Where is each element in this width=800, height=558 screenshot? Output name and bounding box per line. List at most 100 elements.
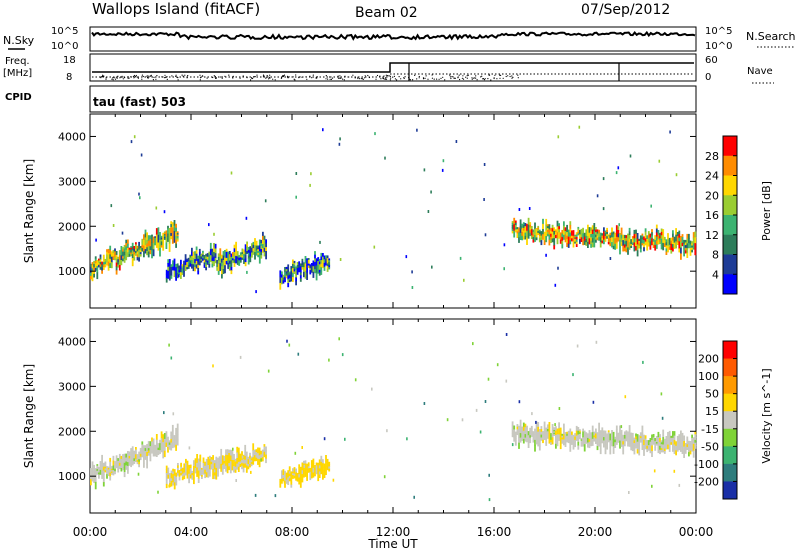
echo-cell (554, 283, 557, 287)
echo-cell (93, 472, 95, 476)
nave-dot (475, 75, 477, 77)
echo-cell (647, 448, 650, 451)
echo-cell (567, 434, 570, 438)
echo-cell (130, 454, 132, 461)
echo-cell (534, 445, 536, 452)
echo-cell (652, 434, 655, 438)
echo-cell (204, 469, 206, 475)
echo-cell (304, 263, 307, 272)
echo-cell (326, 258, 329, 262)
echo-cell (122, 256, 124, 259)
echo-cell (143, 445, 145, 451)
echo-cell (550, 442, 552, 445)
echo-cell (295, 273, 297, 278)
echo-cell (186, 472, 189, 479)
echo-cell (675, 173, 678, 177)
echo-cell (538, 429, 541, 434)
echo-cell (636, 238, 639, 245)
echo-cell (239, 464, 242, 468)
echo-cell (603, 443, 605, 448)
echo-cell (165, 273, 168, 279)
echo-cell (531, 412, 533, 416)
echo-cell (596, 442, 599, 447)
echo-cell (636, 441, 639, 446)
echo-cell (563, 230, 565, 236)
echo-cell (561, 433, 564, 437)
nave-dot (114, 78, 117, 80)
echo-cell (257, 251, 260, 254)
echo-cell (518, 437, 520, 444)
echo-cell (91, 274, 94, 279)
echo-cell (241, 255, 244, 259)
power-plot-area (89, 113, 697, 309)
echo-cell (237, 457, 240, 463)
echo-cell (374, 132, 376, 136)
echo-cell (542, 439, 544, 444)
echo-cell (232, 256, 234, 259)
echo-cell (630, 444, 633, 448)
echo-cell (175, 235, 177, 240)
echo-cell (651, 238, 653, 242)
echo-cell (263, 444, 266, 448)
echo-cell (110, 204, 113, 208)
echo-cell (154, 444, 157, 448)
echo-cell (323, 262, 326, 268)
echo-cell (284, 276, 286, 283)
echo-cell (322, 260, 324, 265)
echo-cell (371, 387, 373, 391)
echo-cell (633, 445, 636, 449)
echo-cell (155, 228, 158, 235)
echo-cell (120, 465, 123, 469)
echo-cell (236, 261, 239, 265)
time-axis-label: Time UT (367, 537, 418, 551)
echo-cell (534, 222, 536, 230)
echo-cell (110, 470, 113, 473)
echo-cell (550, 435, 552, 439)
echo-cell (553, 428, 556, 431)
echo-cell (611, 436, 613, 440)
echo-cell (691, 441, 693, 445)
nave-dot (220, 76, 222, 78)
echo-cell (654, 438, 657, 442)
nave-dot (384, 78, 386, 80)
echo-cell (423, 168, 426, 172)
echo-cell (175, 239, 177, 244)
nave-dot (315, 77, 317, 79)
echo-cell (672, 431, 674, 439)
echo-cell (535, 230, 538, 234)
echo-cell (315, 462, 318, 466)
echo-cell (149, 242, 152, 247)
echo-cell (643, 450, 645, 456)
echo-cell (580, 440, 583, 443)
echo-cell (139, 246, 142, 249)
echo-cell (322, 264, 324, 269)
echo-cell (582, 227, 584, 234)
echo-cell (569, 236, 572, 241)
nave-dot (342, 78, 344, 80)
echo-cell (157, 234, 160, 243)
nave-dot (150, 74, 152, 76)
echo-cell (633, 229, 636, 235)
echo-cell (574, 240, 576, 243)
echo-cell (147, 441, 150, 444)
echo-cell (571, 233, 573, 237)
echo-cell (611, 442, 613, 447)
echo-cell (244, 262, 247, 267)
echo-cell (210, 459, 213, 463)
echo-cell (312, 260, 315, 267)
echo-cell (288, 471, 291, 475)
time-axis-ticks: 00:00 04:00 08:00 12:00 16:00 20:00 00:00 (73, 525, 714, 539)
echo-cell (165, 438, 168, 444)
echo-cell (663, 243, 666, 247)
echo-cell (548, 234, 551, 241)
echo-cell (172, 476, 174, 480)
echo-cell (107, 468, 110, 470)
echo-cell (609, 257, 612, 260)
nave-dot (269, 74, 271, 76)
echo-cell (260, 454, 263, 459)
echo-cell (575, 237, 578, 240)
nave-dot (252, 77, 254, 80)
echo-cell (90, 473, 92, 480)
echo-cell (213, 252, 215, 257)
echo-cell (301, 478, 304, 483)
